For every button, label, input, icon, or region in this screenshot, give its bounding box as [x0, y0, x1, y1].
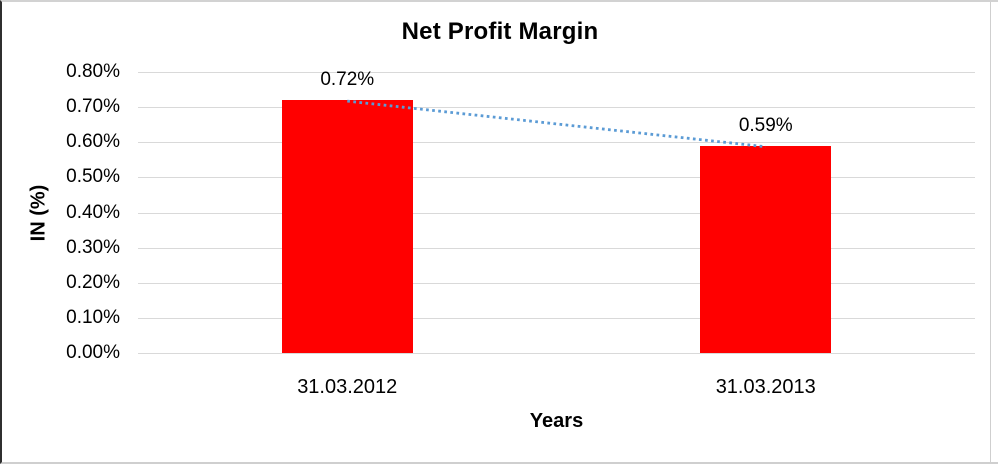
y-tick-label: 0.60% — [66, 131, 120, 153]
data-label-2013: 0.59% — [738, 114, 793, 136]
category-label-2013: 31.03.2013 — [715, 376, 816, 398]
bar-31-03-2013 — [700, 145, 832, 353]
y-tick-label: 0.10% — [66, 306, 120, 328]
gridline — [138, 247, 975, 249]
gridline — [138, 177, 975, 179]
gridline — [138, 282, 975, 284]
y-tick-label: 0.20% — [66, 271, 120, 293]
y-axis-tick-labels: 0.80% 0.70% 0.60% 0.50% 0.40% 0.30% 0.20… — [2, 61, 120, 363]
bar-31-03-2012 — [281, 100, 413, 353]
gridline — [138, 142, 975, 144]
data-label-2012: 0.72% — [320, 69, 375, 91]
chart-border-right — [990, 2, 991, 462]
gridline — [138, 72, 975, 73]
y-tick-label: 0.00% — [66, 342, 120, 363]
plot-area: 0.72% 0.59% 31.03.2012 31.03.2013 Years — [138, 69, 975, 432]
category-label-2012: 31.03.2012 — [297, 376, 398, 398]
y-tick-label: 0.30% — [66, 236, 120, 258]
y-tick-label: 0.80% — [66, 61, 120, 82]
y-tick-label: 0.40% — [66, 201, 120, 223]
y-tick-label: 0.70% — [66, 96, 120, 118]
x-axis-title: Years — [529, 410, 584, 432]
gridline — [138, 317, 975, 319]
gridline — [138, 212, 975, 214]
gridline — [138, 353, 975, 354]
linear-trendline — [347, 99, 766, 149]
y-tick-label: 0.50% — [66, 166, 120, 188]
gridline — [138, 107, 975, 109]
chart-title: Net Profit Margin — [401, 18, 599, 45]
